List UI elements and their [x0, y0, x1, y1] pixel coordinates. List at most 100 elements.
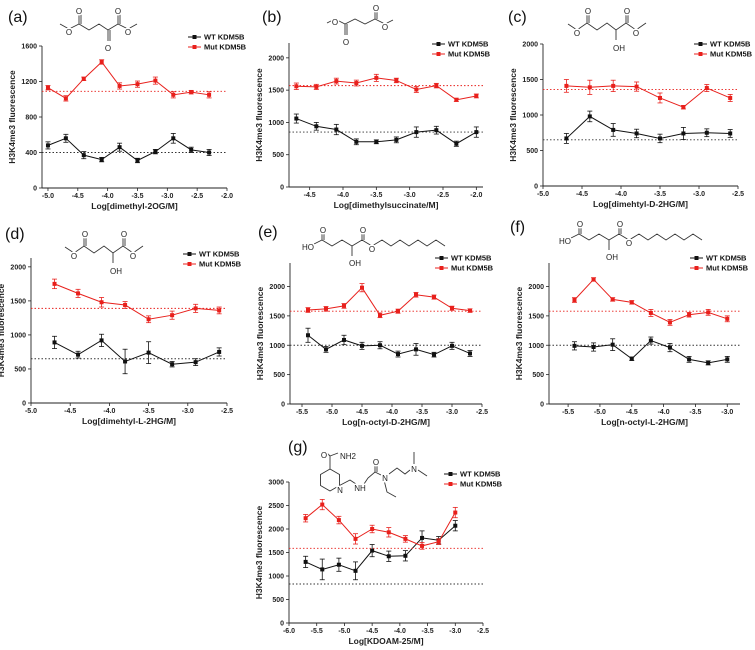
data-point — [123, 302, 128, 307]
structure-atom-label: O — [66, 28, 72, 37]
structure-atom-label: HO — [559, 237, 571, 246]
y-axis-label: H3K4me3 fluorescence — [0, 283, 6, 377]
data-point — [434, 128, 439, 133]
x-tick-label: -3.5 — [416, 409, 428, 416]
series-line — [54, 339, 220, 365]
data-point — [414, 292, 418, 297]
data-point — [414, 87, 419, 92]
data-point — [117, 83, 122, 88]
data-point — [629, 300, 634, 305]
panel-label: (f) — [510, 219, 525, 236]
data-point — [572, 343, 577, 348]
data-point — [334, 127, 339, 132]
legend-marker-mut — [436, 52, 441, 56]
data-point — [314, 84, 319, 89]
data-point — [572, 298, 577, 303]
y-axis-label: H3K4me3 fluorescence — [7, 70, 17, 164]
x-tick-label: -4.5 — [366, 628, 378, 635]
data-point — [706, 310, 711, 315]
data-point — [353, 536, 358, 541]
x-tick-label: -5.0 — [594, 409, 606, 416]
data-point — [474, 93, 479, 98]
data-point — [629, 356, 634, 361]
structure-bond — [320, 468, 340, 492]
x-tick-label: -2.5 — [191, 193, 203, 200]
chemical-structure: O O O O OH — [64, 229, 144, 278]
data-point — [611, 127, 616, 132]
legend-label-wt: WT KDM5B — [204, 33, 245, 42]
y-tick-label: 1000 — [10, 332, 26, 339]
structure-atom-label: O — [332, 18, 338, 27]
legend-marker-wt — [192, 35, 197, 39]
y-axis-label: H3K4me3 fluorescence — [255, 286, 265, 380]
x-tick-label: -4.5 — [304, 192, 316, 199]
structure-atom-label: OH — [613, 44, 625, 53]
series-mut — [42, 59, 227, 102]
panel-label: (c) — [508, 9, 527, 26]
y-tick-label: 1500 — [269, 313, 285, 320]
structure-atom-label: O — [121, 230, 127, 239]
series-wt — [290, 327, 482, 358]
data-point — [354, 139, 359, 144]
x-tick-label: -3.0 — [449, 628, 461, 635]
x-tick-label: -4.0 — [615, 191, 627, 198]
data-point — [303, 559, 308, 564]
x-tick-label: -3.5 — [654, 191, 666, 198]
structure-bond — [388, 467, 411, 475]
legend-label-wt: WT KDM5B — [199, 250, 240, 259]
panel-b: O O O O (b) -4.5 -4.0 -3.5 -3.0 -2.5 -2.0 0 500 1000 1… — [254, 3, 491, 211]
series-line — [305, 503, 456, 547]
structure-atom-label: O — [360, 226, 366, 235]
structure-atom-label: OH — [606, 253, 618, 262]
structure-atom-label: O — [71, 252, 77, 261]
legend-label-wt: WT KDM5B — [448, 40, 489, 49]
x-tick-label: -4.0 — [658, 409, 670, 416]
y-tick-label: 1500 — [10, 298, 26, 305]
panel-label: (b) — [262, 9, 282, 26]
legend-marker-mut — [192, 45, 197, 49]
legend-marker-mut — [448, 482, 453, 486]
data-point — [306, 333, 310, 338]
x-tick-label: -4.0 — [337, 192, 349, 199]
data-point — [76, 352, 81, 357]
data-point — [117, 145, 122, 150]
data-point — [99, 157, 104, 162]
structure-bond — [329, 452, 339, 457]
series-line — [307, 286, 471, 316]
y-tick-label: 0 — [33, 186, 37, 193]
data-point — [728, 95, 733, 100]
data-point — [99, 59, 104, 64]
structure-atom-label: O — [105, 44, 111, 53]
data-point — [294, 116, 299, 121]
data-point — [63, 96, 68, 101]
panel-c: O O O O OH (c) -5.0 -4.5 -4.0 -3.5 -3.0 -2.5 0 500 100… — [508, 6, 753, 210]
panel-a: O O O O O (a) -5.0 -4.5 -4.0 -3.5 -3.0 -2.5 -2.0 0 400… — [7, 6, 247, 212]
x-tick-label: -6.0 — [283, 628, 295, 635]
data-point — [667, 345, 672, 350]
data-point — [420, 543, 425, 548]
y-tick-label: 1000 — [522, 113, 538, 120]
structure-bond — [363, 471, 382, 485]
x-tick-label: -2.0 — [470, 192, 482, 199]
x-axis-label: Log[dimethylsuccinate/M] — [334, 200, 439, 210]
data-point — [453, 510, 458, 515]
data-point — [667, 320, 672, 325]
structure-atom-label: O — [82, 230, 88, 239]
legend-label-mut: Mut KDM5B — [451, 264, 494, 273]
series-mut — [289, 498, 483, 550]
data-point — [414, 130, 419, 135]
data-point — [394, 78, 399, 83]
series-wt — [42, 133, 227, 164]
data-point — [611, 83, 616, 88]
x-tick-label: -3.5 — [689, 409, 701, 416]
data-point — [370, 527, 375, 531]
structure-atom-label: O — [115, 7, 121, 16]
data-point — [681, 105, 686, 110]
